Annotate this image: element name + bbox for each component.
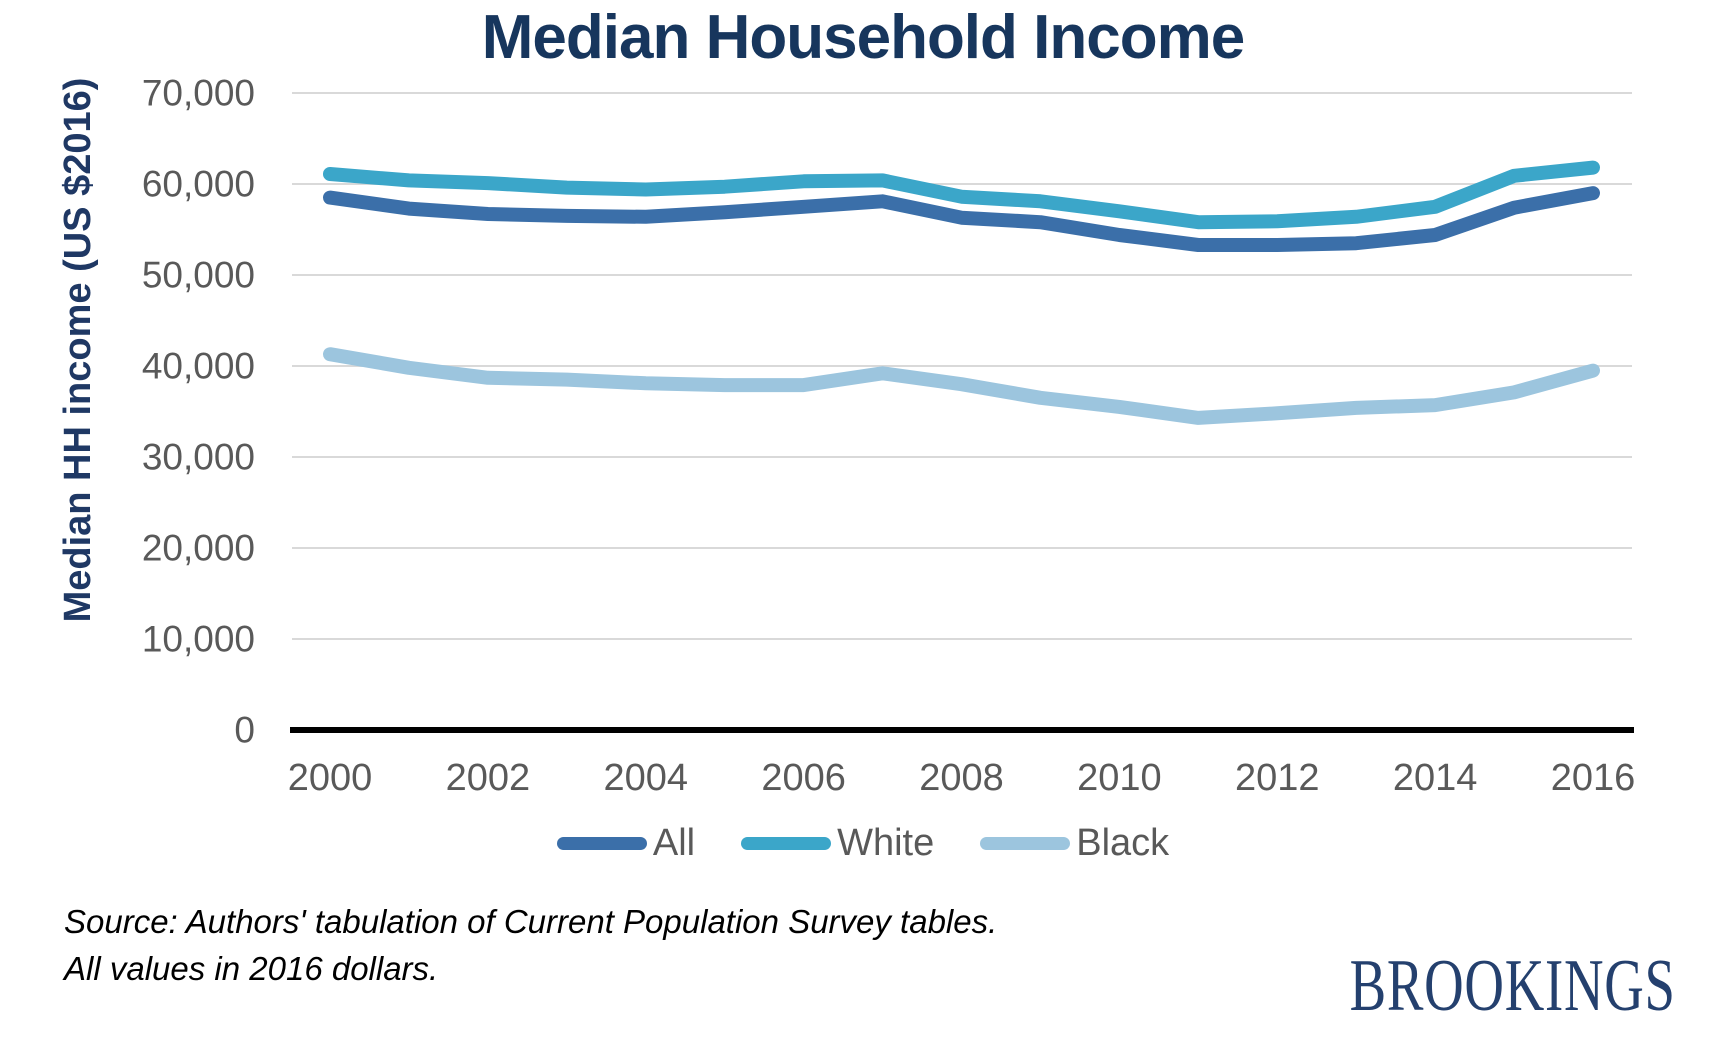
x-tick-label: 2004 (603, 757, 688, 799)
series-line-black (323, 347, 1600, 425)
source-line-2: All values in 2016 dollars. (64, 950, 439, 987)
y-tick-label: 60,000 (142, 164, 255, 205)
x-tick-label: 2006 (761, 757, 846, 799)
legend-label: Black (1076, 822, 1170, 864)
y-tick-label: 20,000 (142, 528, 255, 569)
x-tick-label: 2014 (1393, 757, 1478, 799)
series-line-white (323, 160, 1600, 230)
source-note: Source: Authors' tabulation of Current P… (64, 898, 997, 992)
y-tick-label: 50,000 (142, 255, 255, 296)
legend-swatch-white (741, 837, 832, 850)
y-tick-label: 70,000 (142, 73, 255, 114)
legend-label: White (837, 822, 935, 864)
series-line-all (323, 186, 1600, 252)
legend-item-all: All (556, 822, 696, 865)
y-tick-label: 0 (234, 710, 255, 751)
y-tick-label: 10,000 (142, 619, 255, 660)
legend-item-black: Black (980, 822, 1169, 865)
legend-item-white: White (741, 822, 934, 865)
x-tick-label: 2002 (446, 757, 531, 799)
y-tick-label: 40,000 (142, 346, 255, 387)
line-chart-plot-area: 0 10,000 20,000 30,000 40,000 50,000 60,000 70,… (142, 73, 1636, 800)
x-tick-label: 2008 (919, 757, 1004, 799)
x-tick-label: 2012 (1235, 757, 1320, 799)
legend-swatch-all (556, 837, 647, 850)
y-tick-label: 30,000 (142, 437, 255, 478)
x-tick-label: 2010 (1077, 757, 1162, 799)
x-tick-label: 2016 (1551, 757, 1636, 799)
legend-label: All (652, 822, 696, 864)
legend: All White Black (0, 822, 1726, 865)
legend-swatch-black (980, 837, 1071, 850)
chart-title: Median Household Income (481, 3, 1245, 72)
source-line-1: Source: Authors' tabulation of Current P… (64, 903, 998, 940)
x-tick-label: 2000 (288, 757, 373, 799)
brookings-logo: BROOKINGS (1349, 945, 1676, 1027)
